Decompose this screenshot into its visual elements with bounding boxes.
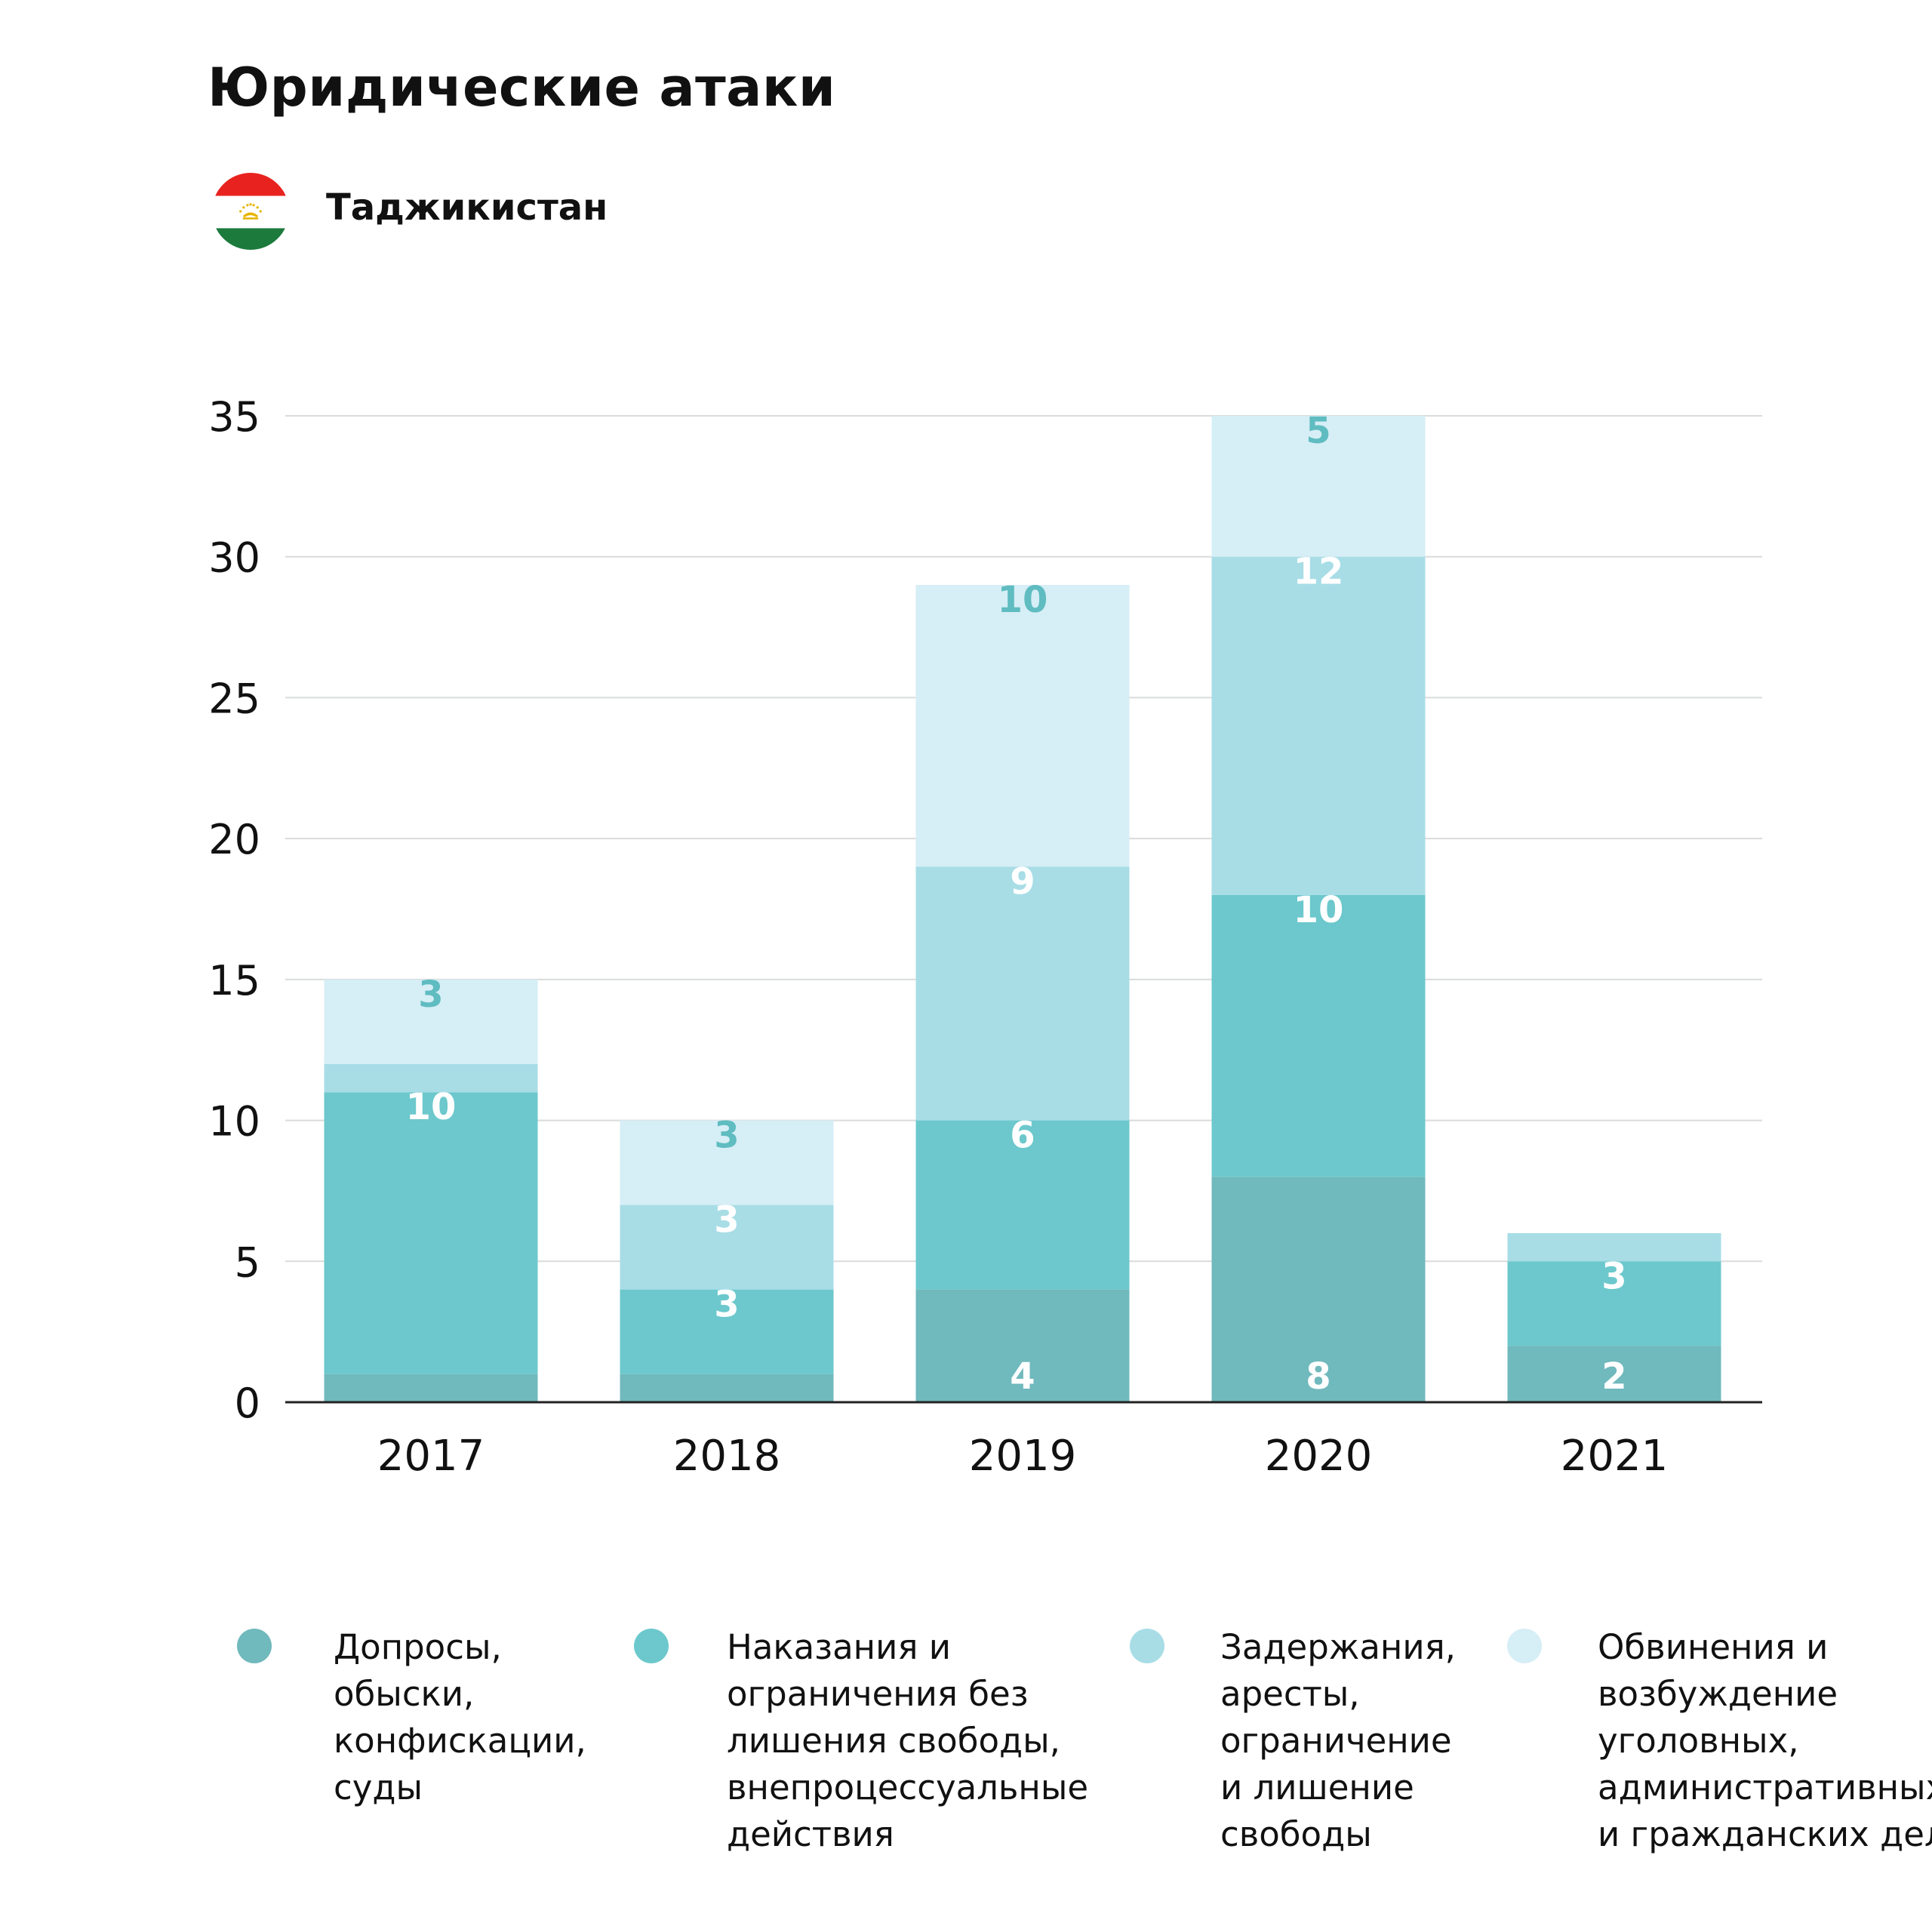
data-label: 3 [1601,1255,1626,1297]
chart-title: Юридические атаки [208,57,836,118]
data-label: 4 [1010,1355,1035,1398]
y-tick-label: 10 [208,1098,260,1146]
legend-label: Задержания, аресты, ограничение и лишени… [1220,1627,1456,1854]
legend-label: Обвинения и возбуждение уголовных, админ… [1598,1627,1932,1854]
legend-swatch [1130,1629,1164,1663]
bar-segment [1211,894,1426,1177]
bar-segment [915,1289,1130,1402]
y-tick-label: 20 [208,816,260,863]
x-tick-label: 2021 [1561,1432,1669,1481]
bar-segment [324,1092,538,1374]
country-name: Таджикистан [326,186,608,229]
bar-segment [915,585,1130,867]
legend-label: Допросы, обыски, конфискации, суды [334,1627,586,1807]
data-label: 3 [714,1199,739,1241]
bar-segment [620,1204,834,1290]
data-label: 3 [714,1115,739,1157]
bar-segment [620,1289,834,1374]
data-label: 2 [1601,1355,1626,1398]
x-tick-label: 2017 [377,1432,485,1481]
bar-segment [1211,1177,1426,1402]
data-label: 10 [406,1086,457,1128]
y-tick-label: 15 [208,957,260,1004]
x-tick-label: 2019 [969,1432,1077,1481]
data-label: 3 [714,1284,739,1326]
data-label: 6 [1010,1115,1035,1157]
bar-segment [1507,1346,1721,1402]
bar-segment [1507,1232,1721,1262]
bar-segment [620,1120,834,1205]
bar-segment [324,1063,538,1093]
data-label: 10 [998,579,1048,621]
y-tick-label: 5 [235,1238,260,1286]
bar-segment [324,979,538,1064]
y-tick-label: 25 [208,675,260,722]
x-tick-label: 2020 [1265,1432,1373,1481]
y-tick-label: 0 [235,1380,260,1427]
flag-white-stripe [212,195,289,229]
legend-swatch [237,1629,272,1663]
x-tick-label: 2018 [673,1432,781,1481]
bar-segment [324,1374,538,1402]
bar-segment [1211,556,1426,895]
bar-segment [915,1120,1130,1290]
data-label: 9 [1010,860,1035,903]
bar-segment [915,866,1130,1121]
bar-segment [1507,1261,1721,1346]
data-label: 12 [1294,551,1344,593]
tajikistan-flag-icon [212,173,289,250]
legend-swatch [1507,1629,1542,1663]
data-label: 3 [418,974,443,1016]
data-label: 5 [1306,410,1331,452]
legend-swatch [634,1629,669,1663]
legend-label: Наказания и ограничения без лишения своб… [727,1627,1089,1854]
y-tick-label: 35 [208,393,260,441]
data-label: 10 [1294,889,1344,931]
flag-crown-emblem [239,203,262,220]
stacked-bar-chart: 0510152025303510320173332018469102019810… [208,393,1762,1481]
data-label: 8 [1306,1355,1331,1398]
bar-segment [620,1374,834,1402]
y-tick-label: 30 [208,534,260,582]
bar-segment [1211,416,1426,557]
